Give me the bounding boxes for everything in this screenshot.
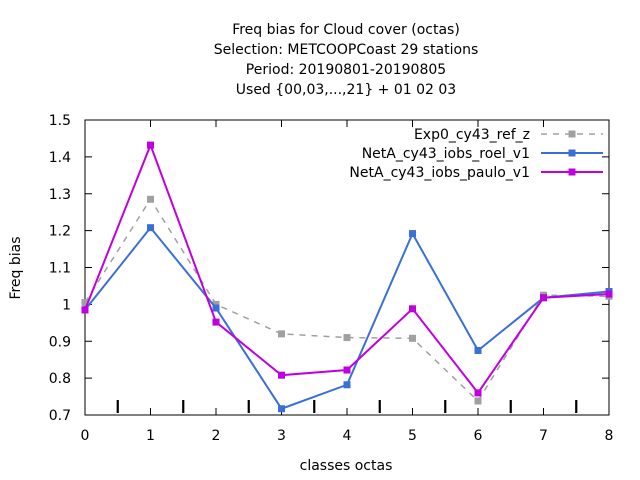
data-point: [147, 224, 154, 232]
data-point: [278, 405, 285, 413]
x-tick-label: 2: [212, 428, 221, 444]
y-tick-label: 1: [62, 297, 71, 313]
bottom-marks: [116, 400, 578, 413]
data-point: [81, 299, 89, 307]
axes: 0.7 0.8 0.9 1 1.1 1.2 1.3 1.4 1.5 0 1 2 3 4 5 6 7 8: [49, 113, 614, 444]
data-point: [212, 304, 220, 312]
title-line: Freq bias for Cloud cover (octas): [232, 22, 460, 38]
x-tick-label: 6: [474, 428, 483, 444]
legend-marker: [568, 168, 576, 176]
data-point: [212, 300, 220, 308]
y-tick-label: 1.5: [49, 113, 71, 129]
data-point: [147, 141, 154, 149]
y-tick-label: 0.9: [49, 334, 71, 350]
data-point: [81, 306, 89, 314]
legend-label: NetA_cy43_iobs_roel_v1: [362, 146, 530, 162]
data-point: [474, 389, 482, 397]
x-tick-label: 3: [277, 428, 286, 444]
y-tick-label: 1.3: [49, 187, 71, 203]
legend-label: NetA_cy43_iobs_paulo_v1: [349, 165, 530, 181]
data-point: [409, 230, 416, 238]
x-axis-label: classes octas: [300, 458, 393, 474]
data-point: [474, 397, 482, 405]
y-tick-label: 1.4: [49, 150, 71, 166]
legend-marker: [568, 149, 576, 157]
legend: Exp0_cy43_ref_z NetA_cy43_iobs_roel_v1 Net…: [349, 127, 603, 181]
data-point: [278, 371, 285, 379]
title-line: Period: 20190801-20190805: [246, 62, 446, 78]
chart-title: Freq bias for Cloud cover (octas) Selecti…: [214, 22, 479, 98]
data-point: [474, 346, 482, 354]
series-lines: [81, 141, 613, 413]
y-tick-label: 1.2: [49, 224, 71, 240]
data-point: [147, 195, 154, 203]
data-point: [343, 381, 351, 389]
x-tick-label: 8: [605, 428, 614, 444]
data-point: [212, 318, 220, 326]
data-point: [409, 305, 416, 313]
legend-label: Exp0_cy43_ref_z: [414, 127, 530, 143]
y-tick-label: 0.8: [49, 371, 71, 387]
x-tick-label: 5: [408, 428, 417, 444]
data-point: [409, 334, 416, 342]
series-line-2: [84, 142, 610, 395]
y-axis-label: Freq bias: [8, 236, 24, 299]
data-point: [540, 294, 547, 302]
x-tick-label: 0: [81, 428, 90, 444]
title-line: Used {00,03,...,21} + 01 02 03: [236, 82, 456, 98]
y-tick-label: 1.1: [49, 261, 71, 277]
legend-marker: [568, 130, 576, 138]
data-point: [343, 334, 351, 342]
data-point: [278, 330, 285, 338]
x-tick-label: 4: [343, 428, 352, 444]
y-tick-label: 0.7: [49, 408, 71, 424]
x-tick-label: 1: [146, 428, 155, 444]
title-line: Selection: METCOOPCoast 29 stations: [214, 42, 479, 58]
x-tick-label: 7: [539, 428, 548, 444]
data-point: [343, 366, 351, 374]
data-point: [605, 290, 613, 298]
